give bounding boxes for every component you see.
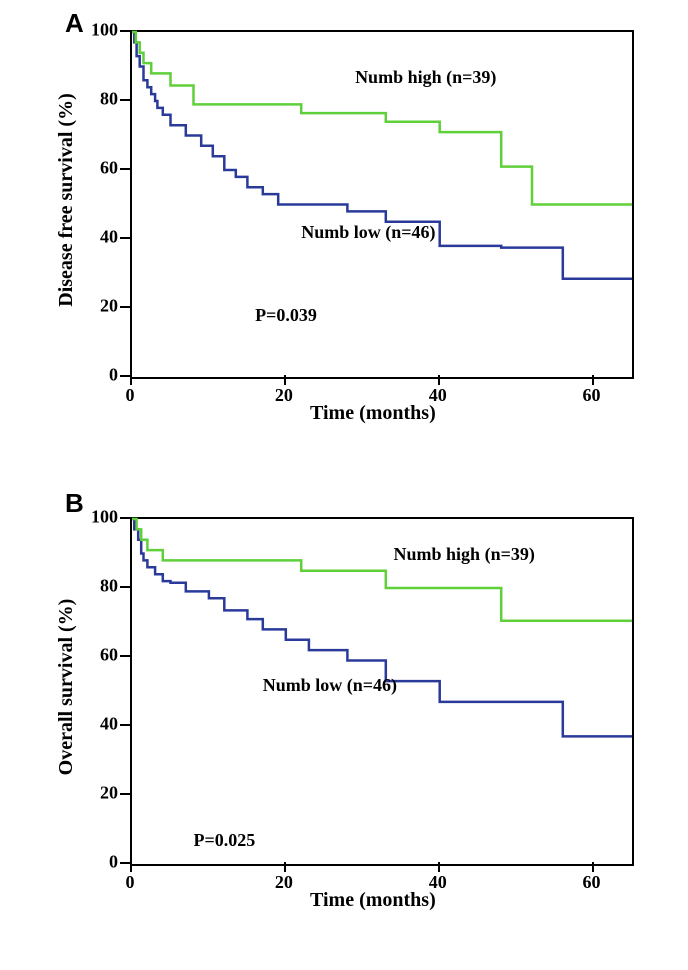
panel-a-plot: Numb high (n=39) Numb low (n=46) P=0.039 [130, 30, 634, 379]
x-tick-label: 60 [583, 872, 601, 893]
y-tick-label: 40 [84, 227, 118, 248]
y-tick-label: 0 [84, 365, 118, 386]
y-tick [120, 237, 130, 239]
y-tick-label: 80 [84, 576, 118, 597]
series-high-label: Numb high (n=39) [394, 544, 535, 565]
x-tick [284, 375, 286, 385]
panel-b-xlabel: Time (months) [310, 889, 436, 912]
series-high-line [132, 519, 632, 621]
y-tick-label: 40 [84, 714, 118, 735]
y-tick-label: 100 [84, 507, 118, 528]
y-tick [120, 655, 130, 657]
y-tick-label: 80 [84, 89, 118, 110]
y-tick-label: 60 [84, 158, 118, 179]
x-tick [130, 375, 132, 385]
y-tick [120, 30, 130, 32]
x-tick-label: 20 [275, 385, 293, 406]
y-tick [120, 862, 130, 864]
y-tick [120, 375, 130, 377]
y-tick [120, 586, 130, 588]
y-tick [120, 306, 130, 308]
series-high-label: Numb high (n=39) [355, 67, 496, 88]
series-low-label: Numb low (n=46) [301, 222, 435, 243]
p-value-label: P=0.025 [194, 830, 256, 851]
x-tick [592, 862, 594, 872]
x-tick [438, 375, 440, 385]
x-tick-label: 60 [583, 385, 601, 406]
x-tick [130, 862, 132, 872]
p-value-label: P=0.039 [255, 305, 317, 326]
x-tick-label: 0 [126, 872, 135, 893]
y-tick [120, 793, 130, 795]
y-tick [120, 724, 130, 726]
figure: A Numb high (n=39) Numb low (n=46) P=0.0… [0, 0, 688, 970]
panel-b-label: B [65, 488, 84, 519]
x-tick-label: 20 [275, 872, 293, 893]
y-tick [120, 517, 130, 519]
series-low-line [132, 519, 632, 736]
y-tick-label: 20 [84, 783, 118, 804]
x-tick [592, 375, 594, 385]
x-tick [438, 862, 440, 872]
y-tick-label: 60 [84, 645, 118, 666]
panel-a-xlabel: Time (months) [310, 402, 436, 425]
y-tick [120, 168, 130, 170]
y-tick-label: 20 [84, 296, 118, 317]
y-tick-label: 0 [84, 852, 118, 873]
panel-a-ylabel: Disease free survival (%) [55, 93, 78, 306]
panel-a-label: A [65, 8, 84, 39]
panel-b-ylabel: Overall survival (%) [55, 599, 78, 776]
series-low-label: Numb low (n=46) [263, 675, 397, 696]
x-tick-label: 0 [126, 385, 135, 406]
series-high-line [132, 32, 632, 205]
y-tick [120, 99, 130, 101]
y-tick-label: 100 [84, 20, 118, 41]
panel-b-plot: Numb high (n=39) Numb low (n=46) P=0.025 [130, 517, 634, 866]
x-tick [284, 862, 286, 872]
